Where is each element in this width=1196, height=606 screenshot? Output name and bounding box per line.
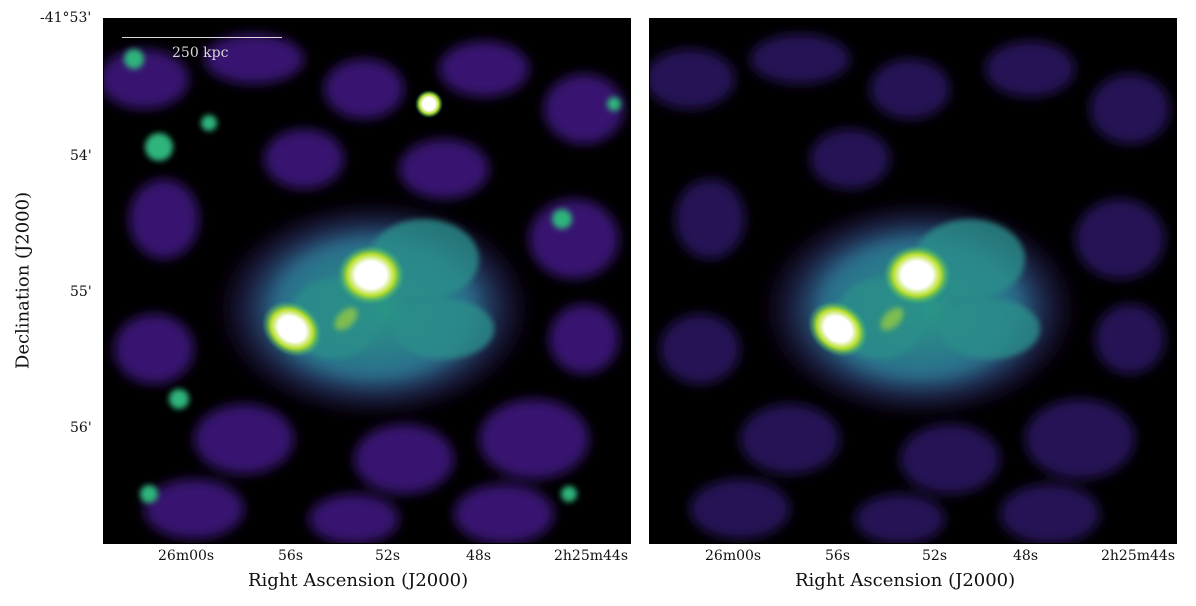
scalebar-line [122,37,282,38]
right-x-tick-label: 52s [922,548,947,564]
left-image-panel: 250 kpc [103,18,631,544]
right-image-panel [649,18,1177,544]
right-x-tick-label: 56s [825,548,850,564]
left-x-axis-label: Right Ascension (J2000) [248,570,469,591]
right-x-axis-label: Right Ascension (J2000) [795,570,1016,591]
left-y-axis-label: Declination (J2000) [12,191,34,370]
left-x-tick-label: 26m00s [158,548,215,564]
left-y-tick-label: 55' [70,284,92,300]
left-x-tick-label: 2h25m44s [554,548,629,564]
left-x-tick-label: 48s [466,548,491,564]
right-x-tick-label: 2h25m44s [1101,548,1176,564]
left-x-tick-label: 52s [375,548,400,564]
left-x-tick-label: 56s [278,548,303,564]
left-xray-image [104,19,630,543]
scalebar-label: 250 kpc [172,45,229,61]
left-y-tick-label: 54' [70,148,92,164]
left-y-tick-label: -41°53' [40,10,92,26]
right-x-tick-label: 48s [1013,548,1038,564]
right-x-tick-label: 26m00s [705,548,762,564]
right-xray-image [650,19,1176,543]
left-y-tick-label: 56' [70,420,92,436]
